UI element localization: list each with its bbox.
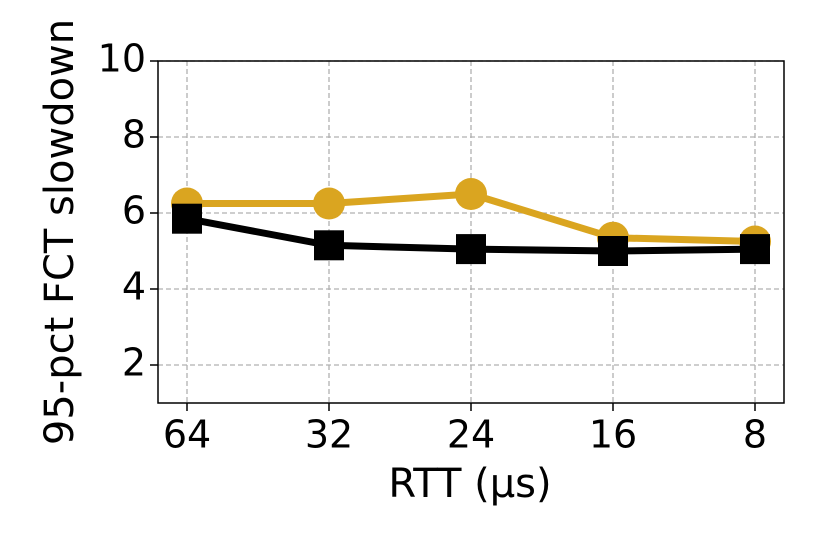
x-tick-label: 8 [743, 413, 767, 457]
y-tick-label: 8 [122, 113, 146, 157]
marker [172, 203, 202, 234]
marker [455, 178, 487, 210]
x-tick-label: 64 [163, 413, 211, 457]
plot-frame [157, 60, 785, 404]
y-tick-label: 6 [122, 189, 146, 233]
x-tick-label: 32 [305, 413, 353, 457]
y-tick-label: 10 [98, 37, 146, 81]
y-axis-label: 95-pct FCT slowdown [37, 19, 83, 445]
marker [314, 230, 344, 261]
marker [313, 187, 345, 220]
x-tick-label: 16 [589, 413, 637, 457]
marker [598, 236, 628, 266]
y-tick-label: 4 [122, 265, 146, 309]
x-axis-label: RTT (μs) [388, 461, 551, 507]
x-tick-label: 24 [447, 413, 495, 457]
marker [740, 234, 770, 265]
marker [456, 234, 486, 265]
y-tick-label: 2 [122, 341, 146, 385]
